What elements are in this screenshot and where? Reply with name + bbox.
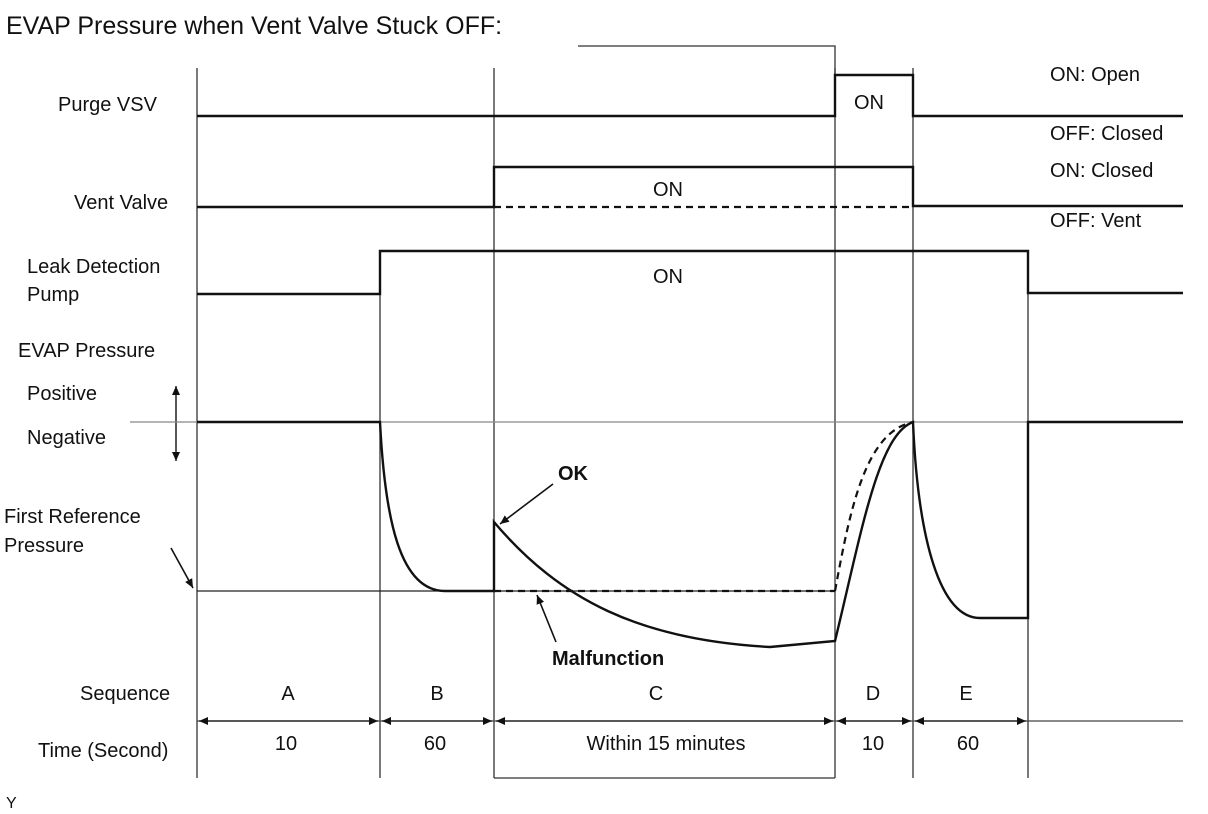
- purge-vsv-signal: [197, 73, 1183, 118]
- evap-pressure-curve: [197, 420, 1183, 649]
- phase-c-label: C: [649, 683, 663, 705]
- title-bracket-line: [578, 45, 836, 74]
- phase-e-label: E: [959, 683, 972, 705]
- purge-vsv-state-off: OFF: Closed: [1050, 123, 1163, 145]
- positive-label: Positive: [27, 383, 97, 405]
- leak-pump-on-text: ON: [653, 266, 683, 288]
- phase-b-label: B: [430, 683, 443, 705]
- malfunction-arrow: [536, 594, 557, 643]
- ok-dashed-recovery-curve: [833, 420, 914, 592]
- leak-pump-label-line2: Pump: [27, 284, 79, 306]
- vent-valve-on-text: ON: [653, 179, 683, 201]
- vent-valve-signal: [197, 165, 1183, 209]
- vent-valve-label: Vent Valve: [74, 192, 168, 214]
- ok-arrow: [499, 483, 554, 525]
- evap-pressure-label: EVAP Pressure: [18, 340, 155, 362]
- footer-mark: Y: [6, 795, 17, 812]
- leak-pump-signal: [197, 249, 1183, 296]
- phase-b-time: 60: [424, 733, 446, 755]
- phase-a-time: 10: [275, 733, 297, 755]
- vent-valve-state-off: OFF: Vent: [1050, 210, 1142, 232]
- first-ref-label-line2: Pressure: [4, 535, 84, 557]
- phase-d-time: 10: [862, 733, 884, 755]
- purge-vsv-on-text: ON: [854, 92, 884, 114]
- ok-label: OK: [558, 463, 589, 485]
- phase-a-label: A: [281, 683, 295, 705]
- first-ref-label-line1: First Reference: [4, 506, 141, 528]
- malfunction-label: Malfunction: [552, 648, 664, 670]
- diagram-title: EVAP Pressure when Vent Valve Stuck OFF:: [6, 12, 502, 40]
- sequence-label: Sequence: [80, 683, 170, 705]
- purge-vsv-state-on: ON: Open: [1050, 64, 1140, 86]
- leak-pump-label-line1: Leak Detection: [27, 256, 160, 278]
- time-label: Time (Second): [38, 740, 168, 762]
- purge-vsv-label: Purge VSV: [58, 94, 158, 116]
- phase-c-time: Within 15 minutes: [587, 733, 746, 755]
- phase-e-time: 60: [957, 733, 979, 755]
- first-ref-arrow: [170, 547, 194, 589]
- negative-label: Negative: [27, 427, 106, 449]
- phase-d-label: D: [866, 683, 880, 705]
- vent-valve-state-on: ON: Closed: [1050, 160, 1153, 182]
